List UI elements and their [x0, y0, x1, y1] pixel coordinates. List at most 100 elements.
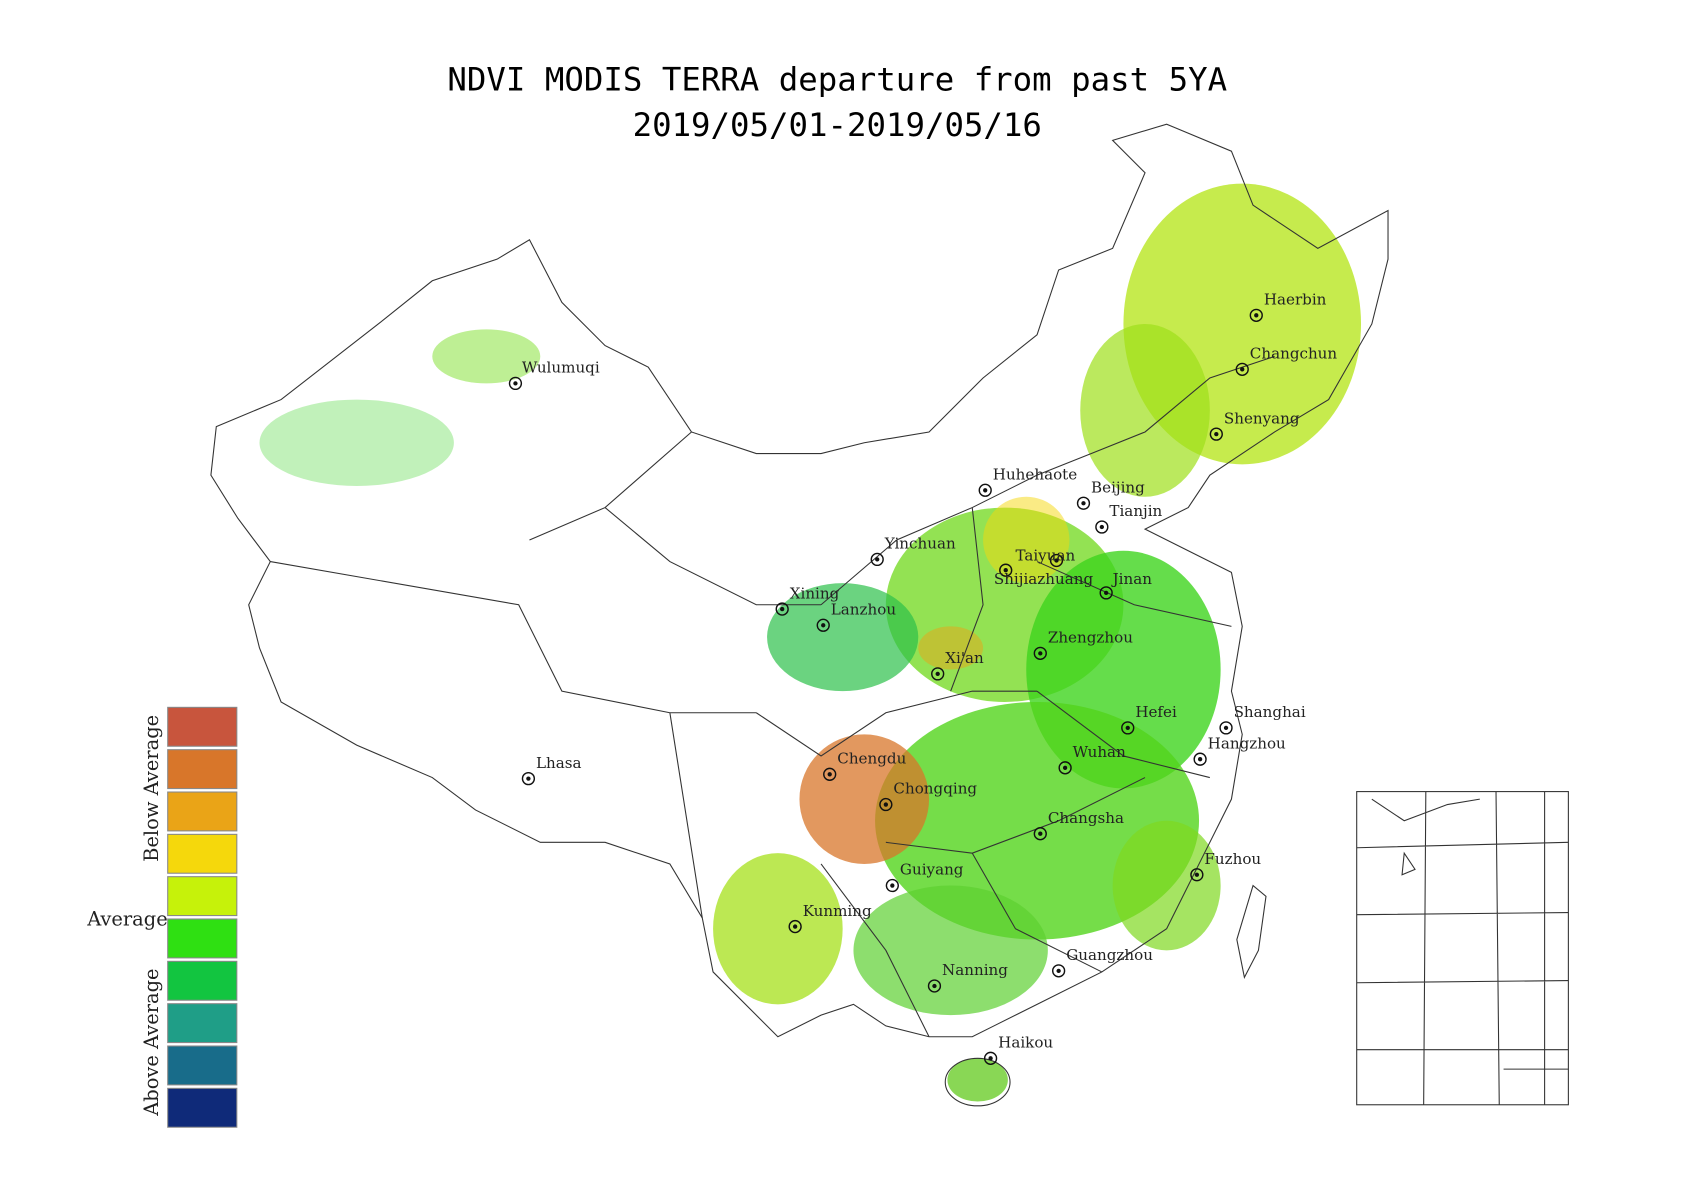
city-marker-dot: [1214, 431, 1219, 437]
city-marker-dot: [988, 1056, 993, 1061]
city-label: Beijing: [1091, 478, 1145, 496]
city-marker-dot: [1125, 725, 1130, 731]
inset-map: [1356, 791, 1569, 1106]
city-label: Xi'an: [945, 649, 984, 667]
city-label: Lanzhou: [831, 600, 897, 618]
city-marker: [521, 771, 536, 786]
hainan: [944, 1057, 1011, 1107]
city-marker-dot: [875, 557, 880, 562]
city-marker-dot: [1056, 968, 1061, 974]
city-marker: [1190, 868, 1204, 882]
city-marker: [999, 563, 1013, 577]
city-marker-dot: [1254, 313, 1259, 318]
city-marker-dot: [1081, 501, 1086, 506]
city-label: Xining: [790, 584, 840, 602]
city-marker: [870, 552, 884, 567]
city-marker-dot: [1104, 590, 1109, 596]
city-marker: [1049, 553, 1064, 568]
city-marker-dot: [780, 606, 785, 612]
legend-swatch: [167, 918, 238, 959]
city-label: Chongqing: [893, 780, 977, 798]
legend-swatch: [167, 1045, 238, 1086]
city-marker: [816, 618, 830, 632]
city-label: Changsha: [1048, 809, 1124, 827]
city-label: Haerbin: [1264, 291, 1327, 309]
city-marker-dot: [1197, 757, 1203, 762]
city-marker: [1033, 827, 1047, 841]
city-marker: [1076, 496, 1091, 510]
city-marker: [1095, 520, 1109, 534]
city-marker: [1249, 308, 1263, 322]
city-marker: [885, 878, 899, 893]
legend-label: Average: [86, 907, 167, 930]
province-borders: [270, 355, 1275, 1037]
city-label: Guangzhou: [1066, 946, 1153, 964]
city-label: Taiyuan: [1015, 546, 1075, 564]
city-marker: [823, 767, 837, 781]
city-marker-dot: [1099, 524, 1105, 530]
legend-swatch: [167, 749, 238, 790]
city-marker-dot: [513, 381, 518, 386]
city-label: Kunming: [803, 902, 872, 920]
city-marker-dot: [1003, 568, 1008, 573]
city-label: Shijiazhuang: [994, 570, 1094, 588]
subtitle: 2019/05/01-2019/05/16: [633, 106, 1042, 144]
city-marker: [1209, 427, 1223, 441]
city-marker: [983, 1051, 998, 1065]
city-label: Zhengzhou: [1048, 629, 1133, 647]
city-marker: [1219, 721, 1233, 735]
city-marker-dot: [792, 924, 798, 929]
city-label: Shenyang: [1224, 409, 1300, 427]
city-marker-dot: [883, 802, 889, 807]
city-marker-dot: [821, 623, 826, 628]
city-label: Shanghai: [1234, 703, 1306, 721]
city-marker: [927, 979, 942, 993]
cities: Wulumuqi Haerbin Changchun Shenyang Huhehaot…: [508, 291, 1338, 1065]
city-marker-dot: [1062, 765, 1068, 770]
city-label: Tianjin: [1109, 502, 1162, 520]
city-label: Changchun: [1250, 345, 1338, 363]
city-label: Hefei: [1135, 703, 1177, 721]
city-label: Jinan: [1111, 570, 1153, 588]
legend-label: Below Average: [140, 715, 163, 862]
city-label: Guiyang: [900, 861, 964, 879]
city-marker: [1235, 362, 1249, 376]
city-marker: [1193, 752, 1207, 766]
city-marker: [1099, 586, 1113, 600]
city-marker-dot: [1240, 367, 1245, 372]
city-label: Chengdu: [837, 750, 906, 768]
country-border: [210, 123, 1389, 1038]
legend-swatch: [167, 833, 238, 874]
city-marker: [1033, 646, 1047, 660]
city-marker: [1121, 721, 1135, 735]
legend-swatch: [167, 876, 238, 917]
city-marker-dot: [1038, 651, 1043, 656]
city-label: Nanning: [942, 961, 1008, 979]
city-marker-dot: [526, 776, 531, 781]
city-marker-dot: [1054, 558, 1059, 563]
city-marker: [788, 919, 802, 934]
city-label: Fuzhou: [1204, 850, 1261, 868]
legend-swatch: [167, 1087, 238, 1128]
city-label: Haikou: [998, 1034, 1053, 1052]
city-marker: [775, 602, 789, 616]
city-marker-dot: [1194, 872, 1200, 877]
city-marker: [508, 376, 523, 391]
city-label: Hangzhou: [1208, 734, 1286, 752]
city-marker-dot: [983, 488, 988, 493]
city-label: Wulumuqi: [522, 359, 600, 377]
city-marker-dot: [932, 983, 937, 989]
city-marker: [1058, 761, 1072, 775]
title: NDVI MODIS TERRA departure from past 5YA: [447, 61, 1227, 99]
city-label: Wuhan: [1073, 743, 1126, 761]
legend-swatch: [167, 1003, 238, 1044]
taiwan: [1236, 884, 1267, 979]
city-marker: [1052, 964, 1066, 978]
city-marker-dot: [935, 671, 940, 677]
legend-swatch: [167, 706, 238, 747]
legend-label: Above Average: [140, 968, 163, 1116]
city-marker-dot: [1223, 725, 1229, 731]
city-label: Huhehaote: [993, 465, 1077, 483]
legend: Below Average Average Above Average: [86, 706, 238, 1128]
